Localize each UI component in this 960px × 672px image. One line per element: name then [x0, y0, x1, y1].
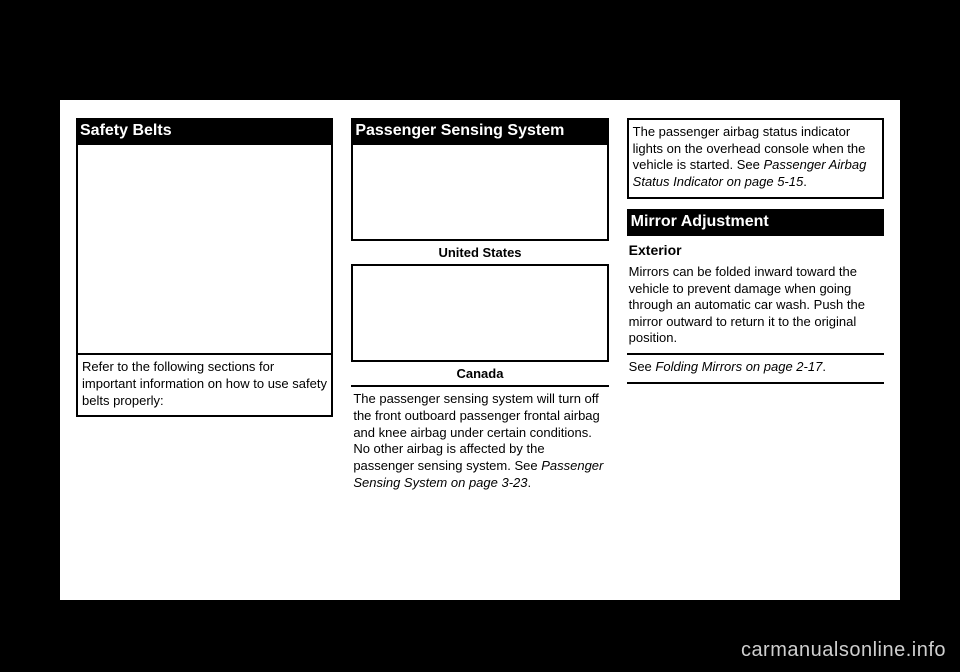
manual-page: Safety Belts Refer to the following sect…: [60, 100, 900, 600]
text-see-ital: Folding Mirrors on page 2-17: [655, 359, 822, 374]
figure-united-states: [351, 145, 608, 241]
caption-row-canada: Canada: [351, 362, 608, 387]
text-see-tail: .: [822, 359, 826, 374]
column-passenger-sensing: Passenger Sensing System United States C…: [351, 118, 608, 582]
text-see-plain: See: [629, 359, 656, 374]
caption-united-states: United States: [351, 241, 608, 264]
text-airbag-status: The passenger airbag status indicator li…: [627, 120, 884, 199]
text-ps-tail: .: [528, 475, 532, 490]
text-passenger-sensing: The passenger sensing system will turn o…: [351, 387, 608, 493]
figure-canada: [351, 266, 608, 362]
heading-safety-belts: Safety Belts: [76, 118, 333, 145]
heading-mirror-adjustment: Mirror Adjustment: [627, 209, 884, 236]
column-mirror: The passenger airbag status indicator li…: [627, 118, 884, 582]
text-mirror-body: Mirrors can be folded inward toward the …: [627, 260, 884, 355]
text-safety-belts: Refer to the following sections for impo…: [76, 355, 333, 417]
heading-passenger-sensing: Passenger Sensing System: [351, 118, 608, 145]
text-mirror-see: See Folding Mirrors on page 2-17.: [627, 355, 884, 384]
column-safety-belts: Safety Belts Refer to the following sect…: [76, 118, 333, 582]
caption-row-us: United States: [351, 241, 608, 266]
spacer: [627, 199, 884, 209]
caption-canada: Canada: [351, 362, 608, 385]
watermark: carmanualsonline.info: [741, 639, 946, 662]
figure-safety-belts: [76, 145, 333, 355]
text-airbag-tail: .: [803, 174, 807, 189]
subheading-exterior: Exterior: [627, 236, 884, 260]
